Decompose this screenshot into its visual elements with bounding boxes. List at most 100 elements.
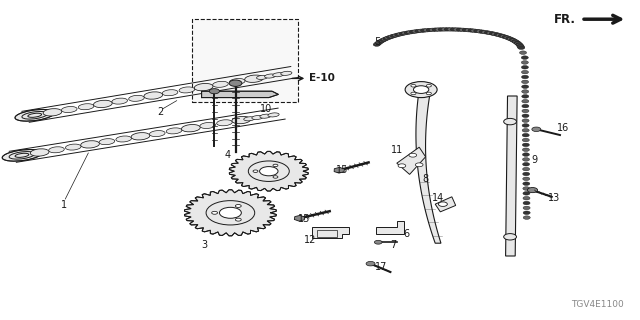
Text: 11: 11 bbox=[390, 145, 403, 156]
Circle shape bbox=[522, 66, 529, 69]
Text: 13: 13 bbox=[547, 193, 560, 204]
Text: 16: 16 bbox=[557, 123, 570, 133]
Circle shape bbox=[492, 32, 499, 36]
Ellipse shape bbox=[182, 124, 200, 132]
Ellipse shape bbox=[112, 98, 127, 104]
Circle shape bbox=[465, 28, 472, 32]
Circle shape bbox=[212, 211, 218, 214]
Ellipse shape bbox=[268, 113, 279, 117]
Circle shape bbox=[441, 28, 448, 31]
Circle shape bbox=[411, 84, 416, 87]
Circle shape bbox=[520, 51, 527, 54]
Circle shape bbox=[415, 163, 423, 167]
Text: 17: 17 bbox=[374, 262, 387, 272]
Ellipse shape bbox=[244, 75, 264, 82]
Circle shape bbox=[522, 95, 529, 98]
Circle shape bbox=[514, 41, 521, 44]
Circle shape bbox=[522, 163, 529, 166]
Circle shape bbox=[411, 92, 416, 95]
Circle shape bbox=[378, 39, 385, 43]
Circle shape bbox=[426, 84, 431, 87]
Circle shape bbox=[426, 28, 433, 32]
Circle shape bbox=[522, 138, 529, 142]
Circle shape bbox=[432, 28, 439, 31]
Ellipse shape bbox=[81, 141, 99, 148]
Text: FR.: FR. bbox=[554, 13, 576, 26]
Circle shape bbox=[471, 29, 478, 32]
Ellipse shape bbox=[166, 128, 182, 134]
Circle shape bbox=[522, 80, 529, 84]
Polygon shape bbox=[294, 215, 305, 221]
Circle shape bbox=[438, 28, 445, 31]
Circle shape bbox=[523, 177, 530, 180]
Circle shape bbox=[376, 40, 383, 44]
Circle shape bbox=[523, 167, 530, 171]
Circle shape bbox=[453, 28, 460, 31]
Circle shape bbox=[522, 133, 529, 137]
Circle shape bbox=[482, 30, 489, 34]
Circle shape bbox=[522, 70, 529, 74]
Circle shape bbox=[521, 56, 528, 60]
Circle shape bbox=[460, 28, 467, 32]
Circle shape bbox=[522, 143, 529, 147]
Circle shape bbox=[220, 207, 241, 218]
Circle shape bbox=[377, 40, 384, 43]
Circle shape bbox=[523, 172, 530, 176]
Circle shape bbox=[374, 42, 381, 45]
Circle shape bbox=[410, 30, 417, 34]
Ellipse shape bbox=[195, 84, 213, 91]
Ellipse shape bbox=[93, 100, 112, 108]
Circle shape bbox=[511, 40, 518, 43]
Circle shape bbox=[527, 188, 538, 193]
Text: E-10: E-10 bbox=[309, 73, 335, 84]
Ellipse shape bbox=[230, 78, 245, 84]
Circle shape bbox=[375, 41, 382, 45]
Circle shape bbox=[522, 61, 529, 64]
Polygon shape bbox=[184, 190, 276, 236]
Circle shape bbox=[447, 28, 454, 31]
Polygon shape bbox=[202, 91, 278, 98]
Ellipse shape bbox=[212, 81, 228, 87]
Circle shape bbox=[206, 201, 255, 225]
Text: 7: 7 bbox=[390, 240, 397, 250]
Text: 6: 6 bbox=[403, 228, 410, 239]
Circle shape bbox=[388, 35, 396, 38]
Ellipse shape bbox=[61, 107, 77, 113]
Circle shape bbox=[522, 109, 529, 113]
Circle shape bbox=[407, 30, 414, 34]
Ellipse shape bbox=[217, 120, 232, 126]
Circle shape bbox=[524, 216, 530, 220]
Circle shape bbox=[423, 28, 430, 32]
Circle shape bbox=[517, 44, 524, 48]
Circle shape bbox=[415, 29, 422, 33]
Circle shape bbox=[500, 35, 508, 38]
Circle shape bbox=[522, 129, 529, 132]
Circle shape bbox=[496, 33, 503, 37]
Circle shape bbox=[506, 36, 513, 40]
Circle shape bbox=[397, 32, 404, 36]
Circle shape bbox=[409, 153, 417, 157]
Ellipse shape bbox=[232, 116, 251, 124]
Circle shape bbox=[387, 36, 394, 39]
Circle shape bbox=[373, 43, 380, 46]
Ellipse shape bbox=[131, 132, 150, 140]
Polygon shape bbox=[435, 197, 456, 212]
Ellipse shape bbox=[144, 92, 163, 99]
Circle shape bbox=[229, 80, 242, 86]
Circle shape bbox=[395, 33, 402, 36]
Ellipse shape bbox=[244, 117, 255, 121]
Ellipse shape bbox=[15, 109, 54, 121]
Text: 15: 15 bbox=[336, 164, 349, 175]
Circle shape bbox=[523, 192, 530, 195]
Circle shape bbox=[390, 34, 397, 38]
Circle shape bbox=[522, 153, 529, 156]
Circle shape bbox=[517, 45, 524, 49]
Ellipse shape bbox=[150, 131, 165, 137]
Text: 1: 1 bbox=[61, 200, 67, 210]
Circle shape bbox=[398, 164, 406, 168]
Circle shape bbox=[418, 29, 425, 33]
Circle shape bbox=[474, 29, 481, 33]
Ellipse shape bbox=[65, 144, 81, 150]
Ellipse shape bbox=[163, 90, 178, 96]
Circle shape bbox=[456, 28, 463, 31]
